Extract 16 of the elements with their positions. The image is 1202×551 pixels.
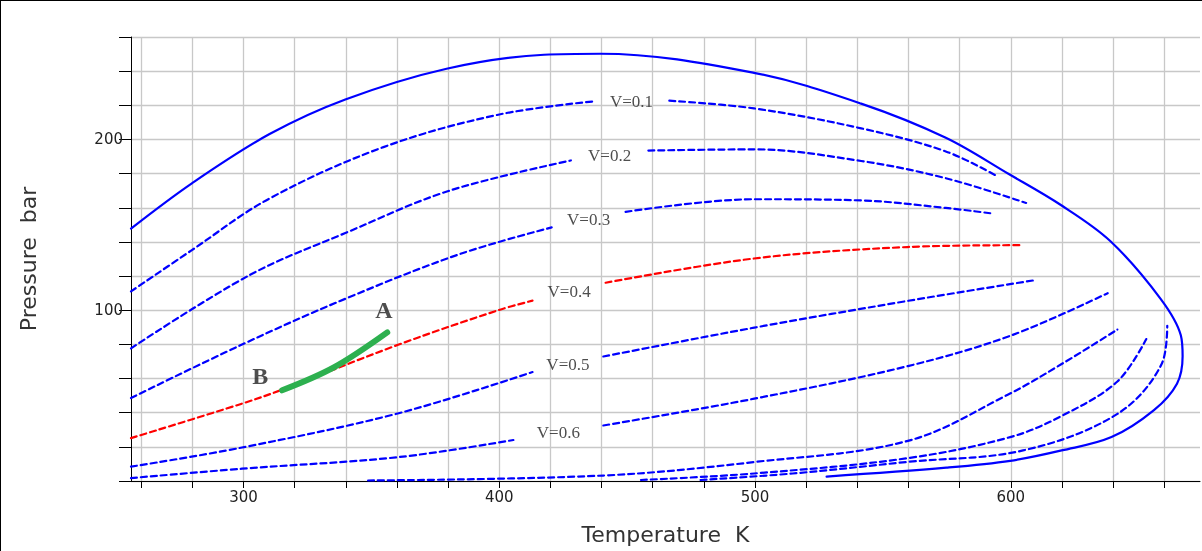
y-axis-title: Pressure bar (15, 185, 41, 332)
x-tick-label: 600 (996, 487, 1026, 506)
annotation: B (252, 363, 269, 390)
x-axis-title: Temperature K (580, 521, 750, 547)
series-label: V=0.5 (546, 354, 590, 374)
x-tick-label: 400 (484, 487, 514, 506)
y-tick-label: 200 (94, 130, 123, 149)
series-label: V=0.2 (588, 146, 632, 166)
x-tick-label: 500 (740, 487, 770, 506)
series-label: V=0.4 (547, 282, 592, 302)
series-label: V=0.3 (567, 210, 611, 230)
series-label: V=0.1 (609, 91, 654, 111)
annotation: A (375, 297, 394, 324)
series-label: V=0.6 (536, 423, 580, 443)
y-tick-label: 100 (94, 301, 123, 320)
x-tick-label: 300 (229, 487, 258, 506)
